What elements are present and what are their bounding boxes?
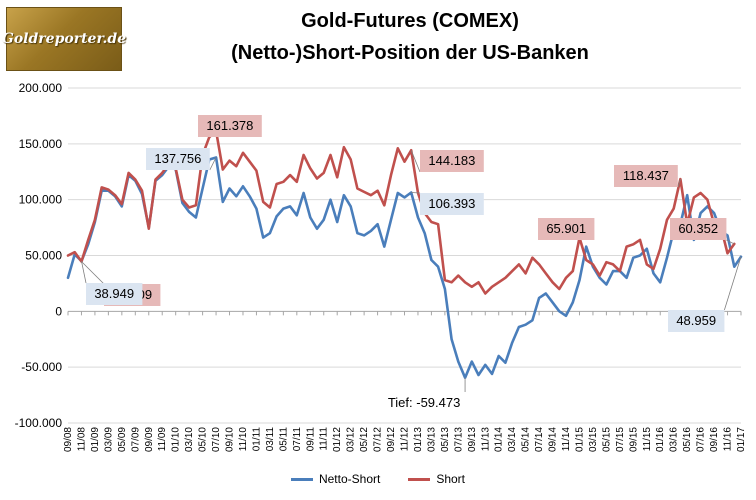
y-tick-label: 50.000 <box>25 249 62 263</box>
annotation-box <box>198 115 262 137</box>
y-tick-label: -50.000 <box>21 360 62 374</box>
logo-text: Goldreporter.de <box>1 31 127 47</box>
series-line-short <box>66 129 736 295</box>
x-tick-label: 11/08 <box>76 427 87 452</box>
x-tick-label: 01/16 <box>655 427 666 452</box>
x-tick-label: 05/09 <box>117 427 128 452</box>
y-tick-label: 0 <box>55 304 62 318</box>
annotation-box <box>538 218 595 240</box>
x-tick-label: 07/10 <box>211 427 222 452</box>
x-tick-label: 09/16 <box>709 427 720 452</box>
legend-label-short: Short <box>436 472 466 486</box>
x-tick-label: 07/11 <box>292 427 303 452</box>
x-tick-label: 09/12 <box>386 427 397 452</box>
annotation-label: 65.901 <box>546 221 586 236</box>
x-tick-label: 07/14 <box>534 427 545 452</box>
annotation-box <box>370 392 479 414</box>
x-tick-label: 11/09 <box>157 427 168 452</box>
x-tick-label: 03/14 <box>507 427 518 452</box>
annotation-leader <box>81 261 87 284</box>
annotation-box <box>420 150 484 172</box>
x-tick-label: 11/16 <box>723 427 734 452</box>
x-tick-label: 07/16 <box>696 427 707 452</box>
x-tick-label: 09/09 <box>144 427 155 452</box>
annotation-label: Tief: -59.473 <box>388 395 461 410</box>
x-tick-label: 09/10 <box>225 427 236 452</box>
annotation-label: 118.437 <box>623 168 669 183</box>
y-tick-label: 100.000 <box>19 193 63 207</box>
x-tick-label: 03/12 <box>346 427 357 452</box>
annotation-leader <box>410 150 421 173</box>
y-tick-label: 200.000 <box>19 81 63 95</box>
x-tick-label: 11/11 <box>319 427 330 451</box>
x-tick-label: 11/14 <box>561 427 572 452</box>
x-tick-label: 07/12 <box>373 427 384 452</box>
annotation-box <box>420 193 484 215</box>
x-tick-label: 03/15 <box>588 427 599 452</box>
annotation-box <box>614 165 678 187</box>
x-tick-label: 01/15 <box>574 427 585 452</box>
x-tick-label: 03/10 <box>184 427 195 452</box>
x-tick-label: 09/14 <box>548 427 559 452</box>
annotation-label: 144.183 <box>428 153 475 168</box>
x-tick-label: 09/11 <box>305 427 316 452</box>
x-tick-label: 09/08 <box>63 427 74 452</box>
chart-title: Gold-Futures (COMEX) <box>301 10 519 32</box>
legend-swatch-netto-short <box>290 477 313 481</box>
annotation-leader <box>209 157 217 171</box>
annotation-leader <box>724 256 742 311</box>
chart-legend: Netto-Short Short <box>0 472 756 486</box>
annotation-label: 106.393 <box>428 196 475 211</box>
annotation-label: 161.378 <box>206 118 253 133</box>
annotation-leader <box>81 261 105 285</box>
annotation-label: 60.352 <box>678 221 718 236</box>
annotation-label: 38.949 <box>94 286 134 301</box>
legend-swatch-short <box>408 477 431 481</box>
y-tick-label: 150.000 <box>19 137 63 151</box>
x-tick-label: 05/16 <box>682 427 693 452</box>
x-tick-label: 11/13 <box>480 427 491 452</box>
x-tick-label: 01/09 <box>90 427 101 452</box>
annotation-box <box>668 310 725 332</box>
x-tick-label: 01/12 <box>332 427 343 452</box>
x-tick-label: 07/15 <box>615 427 626 452</box>
x-tick-label: 01/13 <box>413 427 424 452</box>
annotation-leader <box>726 239 735 245</box>
y-tick-label: -100.000 <box>15 416 63 430</box>
x-tick-label: 05/14 <box>521 427 532 452</box>
x-tick-label: 05/10 <box>198 427 209 452</box>
x-tick-label: 01/11 <box>251 427 262 452</box>
x-tick-label: 11/12 <box>400 427 411 452</box>
annotation-box <box>670 218 727 240</box>
x-tick-label: 01/14 <box>494 427 505 452</box>
x-tick-label: 03/11 <box>265 427 276 452</box>
x-tick-label: 03/09 <box>103 427 114 452</box>
x-tick-label: 05/12 <box>359 427 370 452</box>
legend-item-short: Short <box>408 472 465 486</box>
annotation-box <box>86 283 143 305</box>
x-tick-label: 11/15 <box>642 427 653 452</box>
x-tick-label: 05/11 <box>278 427 289 452</box>
x-tick-label: 09/15 <box>628 427 639 452</box>
annotation-label: 48.959 <box>676 313 716 328</box>
x-tick-label: 07/13 <box>453 427 464 452</box>
annotation-label: 137.756 <box>154 151 201 166</box>
x-tick-label: 01/17 <box>736 427 747 452</box>
legend-label-netto-short: Netto-Short <box>318 472 381 486</box>
x-tick-label: 03/16 <box>669 427 680 452</box>
goldreporter-logo: Goldreporter.de <box>2 7 126 71</box>
x-tick-label: 03/13 <box>426 427 437 452</box>
series-line-netto-short <box>66 156 743 380</box>
chart-subtitle: (Netto-)Short-Position der US-Banken <box>231 42 589 64</box>
x-tick-label: 11/10 <box>238 427 249 452</box>
annotation-box <box>146 148 210 170</box>
x-tick-label: 07/09 <box>130 427 141 452</box>
x-tick-label: 05/13 <box>440 427 451 452</box>
x-tick-label: 05/15 <box>601 427 612 452</box>
annotation-leader <box>677 178 681 188</box>
legend-item-netto-short: Netto-Short <box>290 472 381 486</box>
x-tick-label: 09/13 <box>467 427 478 452</box>
x-tick-label: 01/10 <box>171 427 182 452</box>
